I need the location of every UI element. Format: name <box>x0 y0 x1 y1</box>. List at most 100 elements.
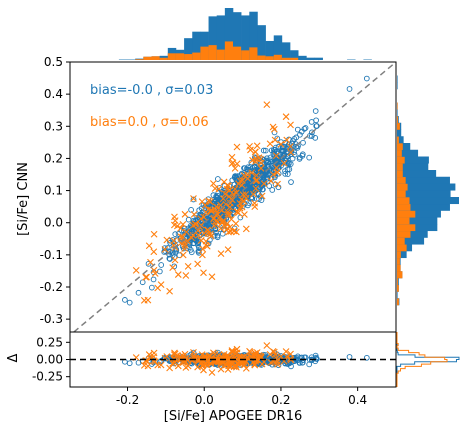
series-b-point <box>184 362 192 370</box>
series-b-point <box>233 208 241 216</box>
series-b-point <box>287 121 294 129</box>
top-hist-bar-b <box>224 41 234 60</box>
series-b-point <box>258 192 266 200</box>
series-b-point <box>225 211 233 219</box>
series-b-point <box>250 190 257 198</box>
top-hist-bar-b <box>290 57 299 60</box>
series-b-point <box>269 171 277 178</box>
top-hist-bar-b <box>265 56 275 60</box>
series-b-point <box>169 264 177 271</box>
series-b-point <box>143 273 151 281</box>
series-b-point <box>287 149 295 156</box>
series-a-point <box>288 179 294 185</box>
series-b-point <box>151 270 159 277</box>
top-hist-bar-b <box>216 49 226 60</box>
top-hist-bar-a <box>290 50 299 60</box>
top-hist-bar-a <box>306 57 315 60</box>
series-a-point <box>243 178 250 185</box>
series-a-point <box>297 131 303 138</box>
top-hist-bar-b <box>167 53 177 60</box>
top-hist-bar-a <box>281 42 291 60</box>
right-hist-bar-b <box>397 116 398 124</box>
residual-y-tick-label: -0.25 <box>32 370 63 384</box>
top-hist-bar-a <box>184 38 193 60</box>
series-a-point <box>271 146 277 153</box>
series-b-point <box>199 245 207 253</box>
series-b-point <box>180 238 188 246</box>
series-a-point <box>145 260 152 267</box>
series-b-point <box>272 152 280 160</box>
series-b-point <box>232 220 240 227</box>
series-b-point <box>163 353 171 360</box>
series-b-point <box>229 348 237 356</box>
series-a-point <box>260 147 267 154</box>
residual-axis-label: Δ <box>6 353 21 362</box>
series-b-point <box>260 180 268 188</box>
residual-hist-step-a <box>396 332 460 387</box>
series-b-point <box>242 364 250 372</box>
series-b-point <box>273 164 280 172</box>
series-b-point <box>208 273 216 281</box>
series-a-point <box>262 147 269 154</box>
series-a-point <box>269 187 276 193</box>
series-b-point <box>210 222 218 230</box>
top-hist-bar-a <box>233 12 242 60</box>
series-b-point <box>144 362 152 370</box>
y-tick-label: 0.0 <box>44 216 63 230</box>
series-b-point <box>144 296 152 304</box>
top-hist-bar-b <box>135 59 144 60</box>
series-b-point <box>161 245 169 253</box>
right-hist-bar-a <box>397 210 441 218</box>
series-a-point <box>312 108 319 114</box>
series-a-point <box>263 158 270 165</box>
right-hist-bar-a <box>397 176 450 184</box>
series-b-point <box>269 347 277 355</box>
series-b-point <box>181 245 189 253</box>
top-hist-bar-b <box>200 46 209 60</box>
series-a-point <box>205 240 212 247</box>
series-a-point <box>156 268 163 275</box>
top-hist-bar-b <box>241 50 250 60</box>
series-b-point <box>215 351 223 359</box>
series-b-point <box>253 142 261 150</box>
series-a-point <box>308 119 315 125</box>
series-a-point <box>286 166 293 173</box>
x-tick-label: 0.2 <box>271 393 290 407</box>
right-hist-bar-a <box>397 82 398 90</box>
series-a-point <box>299 153 306 159</box>
series-b-point <box>224 246 232 254</box>
series-a-point <box>275 143 282 150</box>
series-b-point <box>251 350 259 357</box>
series-a-point <box>241 165 247 171</box>
series-b-point <box>222 223 229 230</box>
y-tick-label: 0.4 <box>44 87 63 101</box>
series-b-point <box>150 353 158 361</box>
series-b-point <box>145 242 153 250</box>
right-hist-bar-b <box>397 156 405 164</box>
series-a-point <box>258 182 265 188</box>
series-b-point <box>150 230 158 238</box>
series-a-point <box>126 360 133 367</box>
top-hist-bar-b <box>249 47 258 60</box>
series-a-point <box>299 359 306 366</box>
series-b-point <box>163 236 171 244</box>
top-hist-bar-a <box>249 11 258 60</box>
top-hist-bar-b <box>159 57 169 60</box>
right-hist-bar-b <box>397 298 399 306</box>
series-b-point <box>177 233 185 241</box>
series-b-point <box>231 185 239 193</box>
series-b-point <box>154 284 162 292</box>
series-b-point <box>222 360 229 368</box>
series-b-point <box>188 357 196 364</box>
series-b-point <box>198 351 206 358</box>
series-a-point <box>274 135 281 142</box>
right-hist-bar-b <box>397 183 408 191</box>
series-a-point <box>176 252 183 259</box>
top-histogram <box>118 8 372 60</box>
series-b-point <box>184 262 192 270</box>
series-b-point <box>241 211 248 218</box>
top-hist-bar-a <box>257 25 266 60</box>
series-a-point <box>285 160 292 167</box>
series-b-point <box>228 160 236 168</box>
series-a-point <box>175 231 182 237</box>
